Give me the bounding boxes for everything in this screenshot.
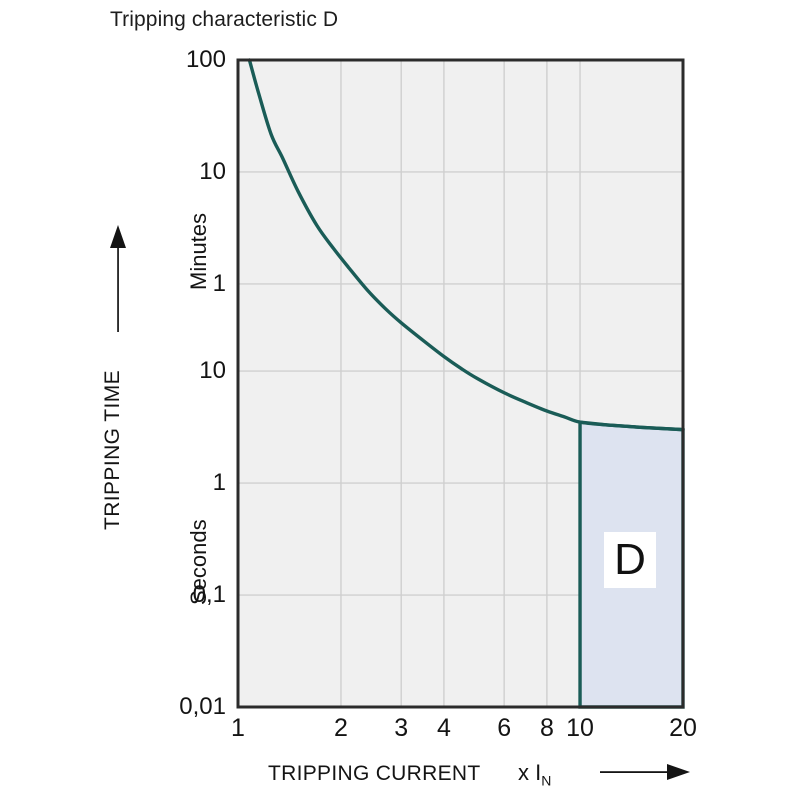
y-axis-title: TRIPPING TIME <box>101 370 124 530</box>
y-tick-label: 1 <box>212 269 226 297</box>
y-tick-label: 10 <box>199 158 226 185</box>
up-arrow-icon <box>110 225 126 332</box>
right-arrow-icon <box>600 764 690 780</box>
x-tick-label: 6 <box>497 714 512 742</box>
x-tick-label: 3 <box>394 714 409 742</box>
x-tick-label: 8 <box>539 714 554 742</box>
plot-frame <box>236 58 685 709</box>
x-axis-unit-subscript: N <box>541 772 552 789</box>
x-tick-label: 20 <box>669 714 697 742</box>
y-unit-seconds-label: Seconds <box>186 519 211 605</box>
region-d-label: D <box>604 532 656 588</box>
vertical-gridlines <box>340 60 581 707</box>
x-tick-label: 4 <box>436 714 451 742</box>
x-axis-title: TRIPPING CURRENT <box>268 762 481 785</box>
x-axis-unit-text: x I <box>518 760 542 785</box>
y-unit-minutes-label: Minutes <box>186 212 211 290</box>
y-tick-label: 100 <box>185 46 226 73</box>
x-axis-unit-label: x IN <box>518 760 551 788</box>
x-tick-label: 10 <box>566 714 594 742</box>
x-tick-label: 2 <box>334 714 348 742</box>
y-tick-label: 0,01 <box>179 693 226 720</box>
y-tick-label: 1 <box>212 469 226 497</box>
y-tick-label: 0,1 <box>192 581 226 608</box>
y-tick-label: 10 <box>199 357 226 385</box>
x-tick-label: 1 <box>231 714 245 742</box>
page-title: Tripping characteristic D <box>110 8 339 31</box>
tripping-curve <box>247 58 685 432</box>
